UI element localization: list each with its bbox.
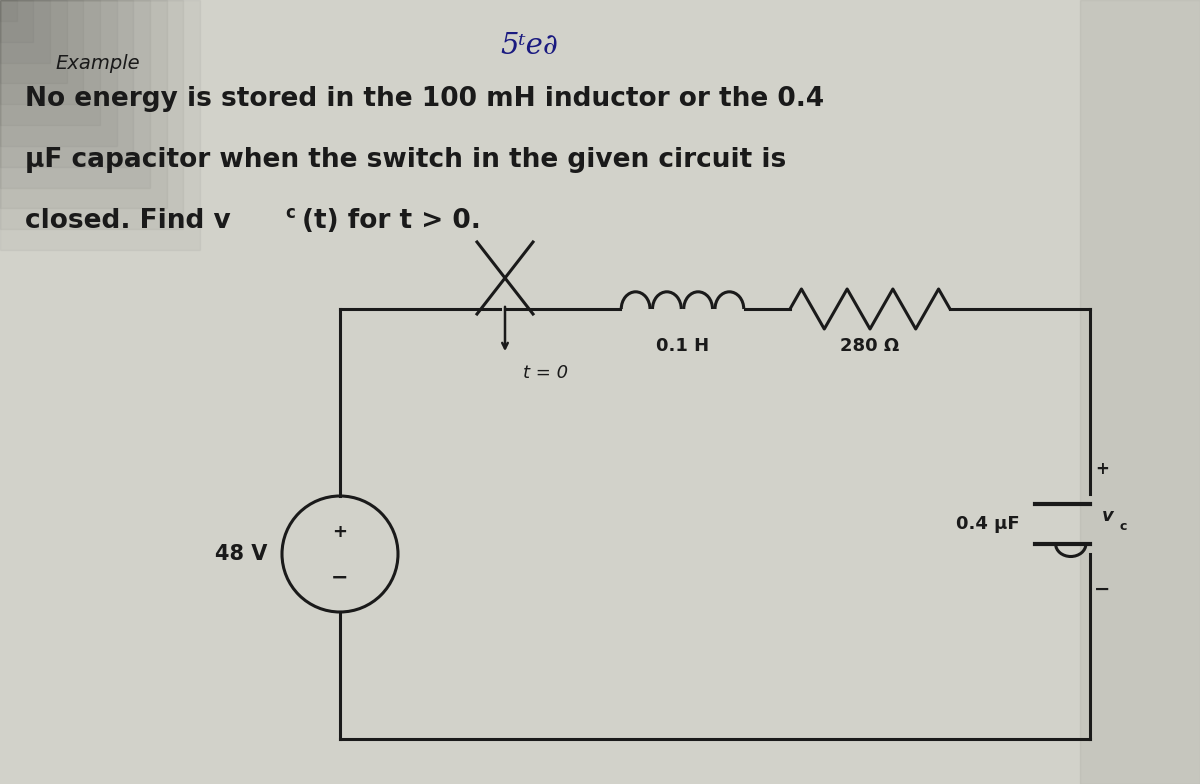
Bar [0,0,116,146]
Bar [0,0,83,104]
Text: +: + [332,523,348,541]
Text: c: c [286,204,295,222]
Text: v: v [1102,507,1114,525]
Text: 0.4 μF: 0.4 μF [956,515,1020,533]
Text: 5ᵗe∂: 5ᵗe∂ [500,32,558,60]
Bar [0,0,17,21]
Text: 48 V: 48 V [215,544,266,564]
Text: μF capacitor when the switch in the given circuit is: μF capacitor when the switch in the give… [25,147,786,173]
Text: c: c [1120,520,1127,532]
Bar [0,0,50,63]
Text: +: + [1096,460,1109,478]
Bar [0,0,184,229]
Bar [0,0,34,42]
Bar [0,0,100,125]
Bar [0,0,167,209]
Text: closed. Find v: closed. Find v [25,208,230,234]
Bar [0,0,133,167]
Bar [1080,0,1200,784]
Text: t = 0: t = 0 [523,364,568,382]
Text: Example: Example [55,54,139,73]
Text: 0.1 H: 0.1 H [656,337,709,355]
Text: (t) for t > 0.: (t) for t > 0. [302,208,481,234]
Text: 280 Ω: 280 Ω [840,337,900,355]
Bar [0,0,67,83]
Text: −: − [1094,579,1110,598]
Bar [0,0,150,187]
Bar [0,0,200,250]
Text: −: − [331,568,349,588]
Text: No energy is stored in the 100 mH inductor or the 0.4: No energy is stored in the 100 mH induct… [25,86,824,112]
